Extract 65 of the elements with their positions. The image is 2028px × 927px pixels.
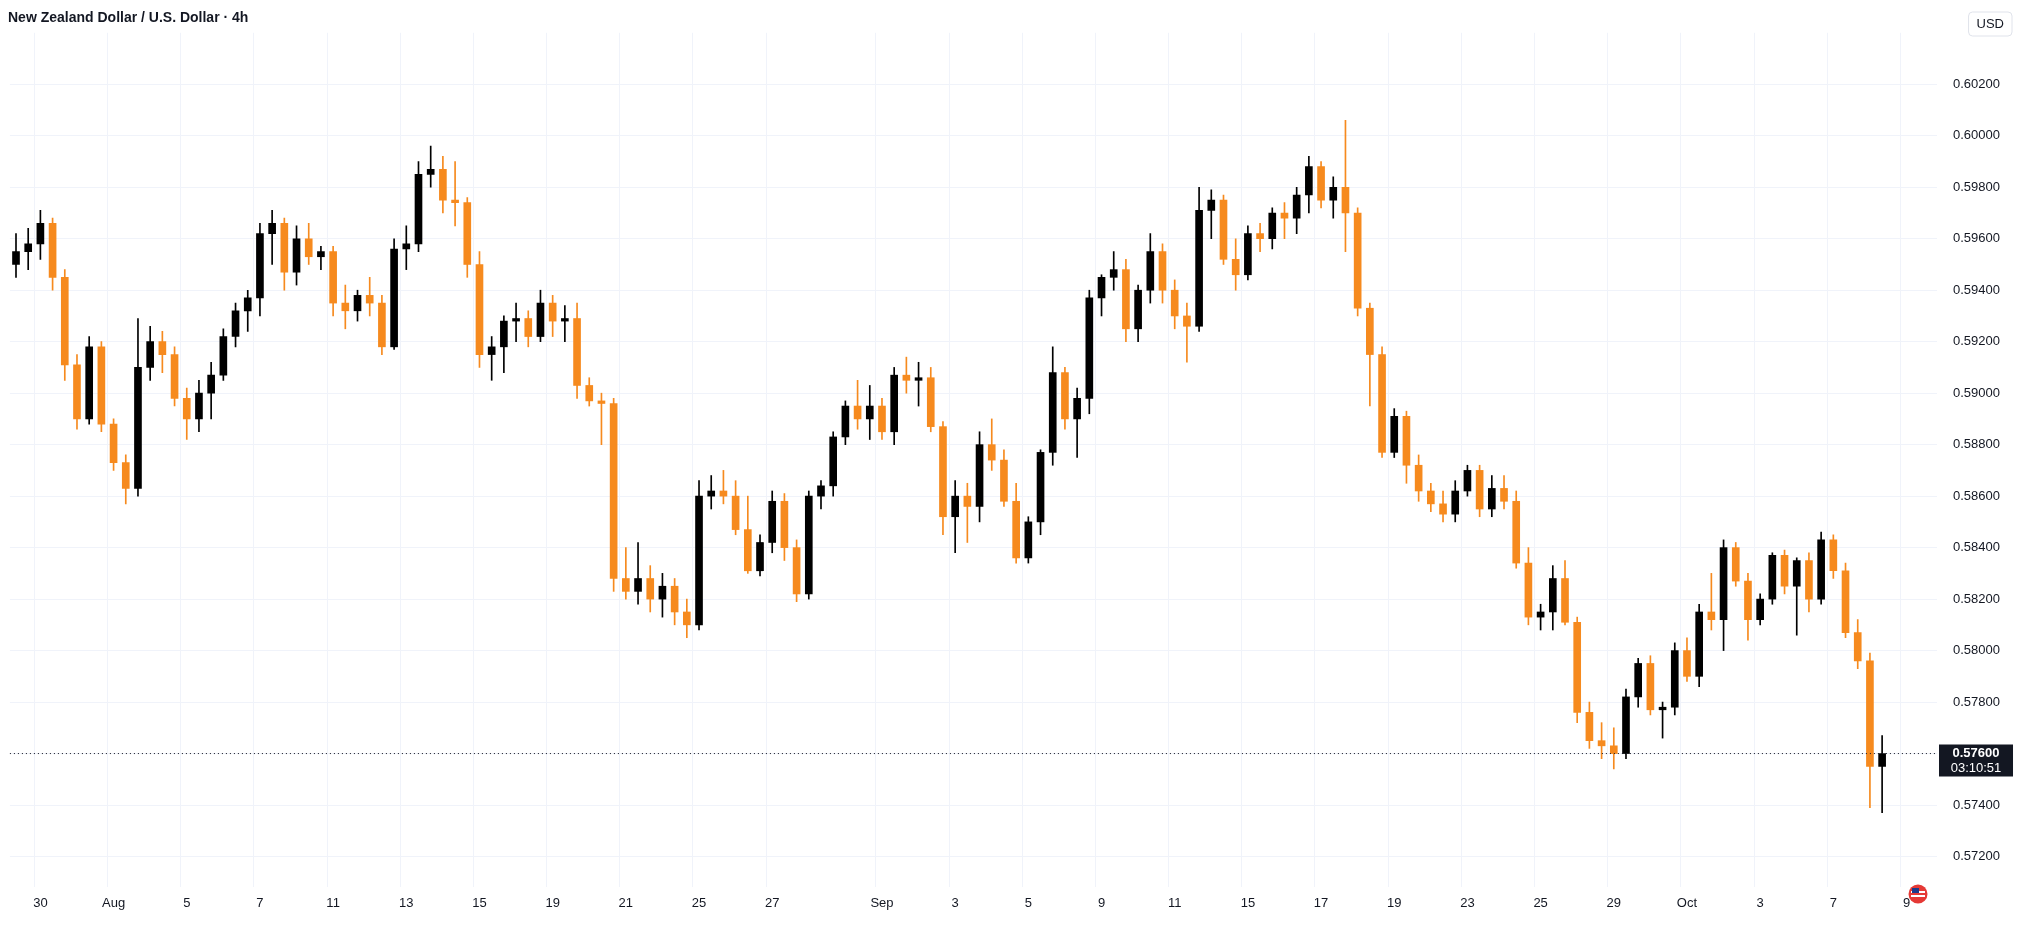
x-tick-label: 11 [1167, 894, 1182, 910]
x-tick-label: 15 [1240, 894, 1256, 910]
x-tick-label: 19 [1387, 894, 1402, 910]
x-tick-label: 11 [326, 894, 340, 910]
candlestick [268, 210, 276, 265]
candlestick [1878, 735, 1886, 814]
candlestick [561, 305, 569, 343]
y-tick-label: 0.58600 [1953, 487, 2001, 503]
x-tick-label: 3 [1756, 894, 1764, 910]
candlestick [865, 385, 874, 440]
x-tick-label: 3 [951, 894, 959, 910]
candlestick [317, 246, 325, 270]
candlestick [487, 336, 496, 381]
candlestick [1207, 189, 1216, 240]
ref-line-label: 0.57600 [1952, 745, 2000, 761]
y-tick-label: 0.60200 [1953, 75, 2001, 91]
x-tick-label: 9 [1902, 894, 1911, 910]
x-tick-label: 21 [618, 894, 634, 910]
y-tick-label: 0.58400 [1953, 539, 2001, 555]
x-tick-label: 17 [1313, 894, 1329, 910]
text: USD [1976, 15, 2004, 31]
candlestick [365, 277, 374, 317]
candlestick [1609, 727, 1618, 770]
candlestick [1109, 251, 1118, 291]
y-tick-label: 0.59400 [1953, 281, 2001, 297]
x-tick-label: 30 [33, 894, 48, 910]
x-tick-label: Oct [1676, 894, 1698, 910]
y-tick-label: 0.58000 [1953, 642, 2001, 658]
y-tick-label: 0.58800 [1953, 436, 2001, 452]
candlestick [1183, 302, 1191, 363]
x-tick-label: 9 [1097, 894, 1106, 910]
candlestick [426, 145, 435, 188]
x-tick-label: 5 [1024, 894, 1032, 910]
x-tick-label: 7 [1829, 894, 1837, 910]
y-tick-label: 0.57400 [1953, 796, 2001, 812]
x-tick-label: 19 [545, 894, 560, 910]
x-tick-label: 7 [256, 894, 264, 910]
x-tick-label: 25 [1533, 894, 1548, 910]
candlestick [1256, 222, 1264, 252]
text: 03:10:51 [1950, 760, 2002, 776]
y-tick-label: 0.59000 [1953, 384, 2001, 400]
x-tick-label: 13 [399, 894, 414, 910]
candlestick [402, 225, 411, 270]
x-tick-label: 15 [472, 894, 487, 910]
x-tick-label: Aug [102, 894, 126, 910]
candlestick [512, 302, 520, 343]
y-tick-label: 0.60000 [1953, 127, 2001, 143]
candlestick [24, 228, 33, 270]
candlestick [707, 475, 716, 510]
x-tick-label: Sep [870, 894, 894, 910]
x-tick-label: 25 [691, 894, 707, 910]
y-tick-label: 0.58200 [1953, 590, 2001, 606]
x-tick-label: 27 [764, 894, 780, 910]
candlestick [634, 542, 642, 605]
candlestick [341, 284, 350, 330]
x-tick-label: 5 [183, 894, 191, 910]
chart-title: New Zealand Dollar / U.S. Dollar · 4h [8, 9, 249, 26]
candlestick [451, 161, 459, 227]
x-tick-label: 29 [1606, 894, 1622, 910]
y-tick-label: 0.59200 [1953, 333, 2001, 349]
y-tick-label: 0.57200 [1953, 848, 2001, 864]
y-tick-label: 0.57800 [1953, 693, 2001, 709]
y-tick-label: 0.59800 [1953, 178, 2001, 194]
y-tick-label: 0.59600 [1953, 230, 2001, 246]
x-tick-label: 23 [1460, 894, 1475, 910]
